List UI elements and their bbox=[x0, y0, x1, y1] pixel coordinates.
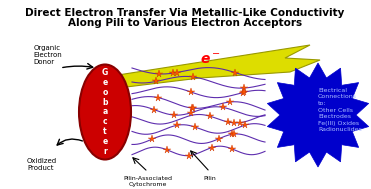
Polygon shape bbox=[118, 45, 320, 88]
Text: Organic
Electron
Donor: Organic Electron Donor bbox=[34, 45, 62, 65]
Text: Oxidized
Product: Oxidized Product bbox=[27, 158, 57, 171]
Text: Direct Electron Transfer Via Metallic-Like Conductivity: Direct Electron Transfer Via Metallic-Li… bbox=[25, 8, 345, 18]
Text: e: e bbox=[102, 137, 108, 146]
Text: e$^-$: e$^-$ bbox=[200, 53, 220, 67]
Text: e: e bbox=[102, 77, 108, 87]
Ellipse shape bbox=[79, 64, 131, 160]
Text: Electrical
Connections
to:
Other Cells
Electrodes
Fe(III) Oxides
Radionuclides: Electrical Connections to: Other Cells E… bbox=[318, 88, 362, 132]
Text: b: b bbox=[102, 98, 108, 107]
Text: a: a bbox=[102, 108, 108, 116]
Text: c: c bbox=[103, 118, 107, 126]
Text: o: o bbox=[102, 88, 108, 97]
Text: Along Pili to Various Electron Acceptors: Along Pili to Various Electron Acceptors bbox=[68, 18, 302, 28]
Text: G: G bbox=[102, 68, 108, 77]
Text: t: t bbox=[103, 127, 107, 136]
Text: r: r bbox=[103, 147, 107, 156]
Text: Pilin-Associated
Cytochrome: Pilin-Associated Cytochrome bbox=[124, 176, 173, 187]
Polygon shape bbox=[267, 63, 369, 167]
Text: Pilin: Pilin bbox=[204, 176, 216, 181]
